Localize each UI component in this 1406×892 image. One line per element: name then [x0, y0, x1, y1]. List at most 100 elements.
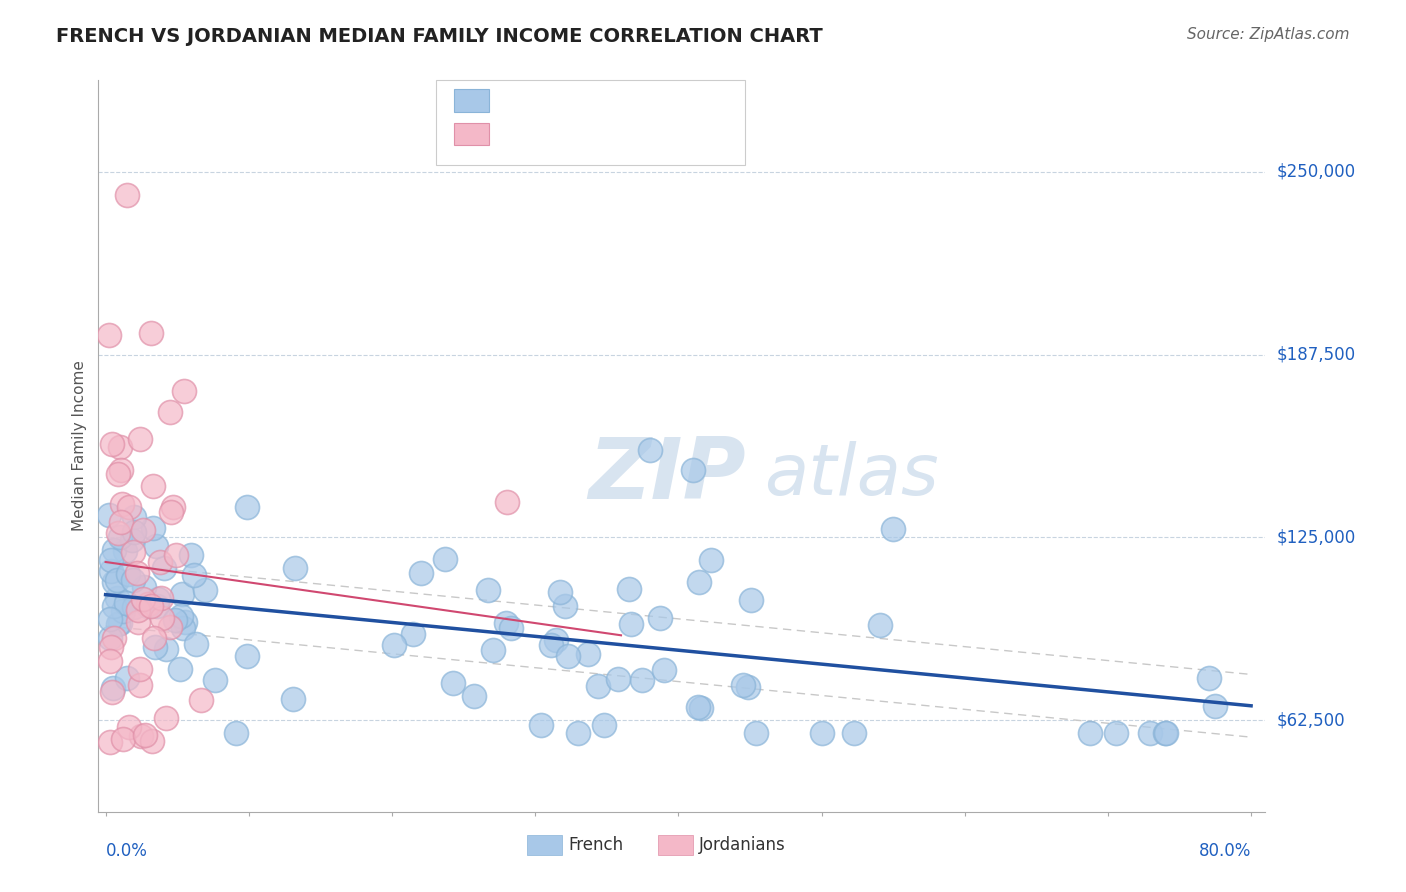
- Point: [162, 500, 184, 514]
- Point: [98, 735, 121, 749]
- Point: [115, 595, 138, 609]
- Point: [434, 552, 457, 566]
- Point: [100, 640, 122, 655]
- Point: [682, 463, 704, 477]
- Point: [146, 599, 169, 613]
- Point: [236, 648, 259, 663]
- Point: [146, 592, 169, 607]
- Point: [100, 552, 122, 566]
- Point: [132, 523, 155, 537]
- Point: [194, 582, 217, 597]
- Point: [592, 718, 614, 732]
- Point: [103, 542, 125, 557]
- Point: [842, 726, 865, 740]
- Text: French: French: [568, 836, 623, 854]
- Point: [98, 631, 121, 645]
- Point: [110, 515, 132, 529]
- Point: [131, 730, 153, 744]
- Point: [1105, 726, 1128, 740]
- Point: [129, 662, 152, 676]
- Point: [225, 726, 247, 740]
- Point: [122, 509, 145, 524]
- Text: FRENCH VS JORDANIAN MEDIAN FAMILY INCOME CORRELATION CHART: FRENCH VS JORDANIAN MEDIAN FAMILY INCOME…: [56, 27, 823, 45]
- Point: [134, 728, 156, 742]
- Point: [530, 718, 553, 732]
- Point: [477, 582, 499, 597]
- Point: [745, 726, 768, 740]
- Point: [648, 610, 671, 624]
- Point: [127, 566, 149, 580]
- Point: [617, 582, 640, 596]
- Point: [382, 638, 405, 652]
- Point: [108, 530, 131, 544]
- Point: [586, 679, 609, 693]
- Point: [284, 561, 307, 575]
- Point: [557, 649, 579, 664]
- Point: [540, 638, 562, 652]
- Point: [118, 500, 141, 514]
- Point: [127, 615, 149, 630]
- Point: [103, 681, 125, 695]
- Point: [142, 479, 165, 493]
- Point: [112, 604, 135, 618]
- Point: [163, 614, 186, 628]
- Point: [499, 621, 522, 635]
- Point: [150, 611, 173, 625]
- Point: [700, 553, 723, 567]
- Point: [139, 599, 162, 613]
- Point: [132, 580, 155, 594]
- Point: [143, 640, 166, 655]
- Point: [98, 327, 121, 342]
- Point: [402, 627, 425, 641]
- Point: [105, 573, 128, 587]
- Text: ZIP: ZIP: [589, 434, 747, 516]
- Point: [1198, 671, 1220, 685]
- Point: [620, 616, 643, 631]
- Text: 0.0%: 0.0%: [105, 842, 148, 860]
- Text: $62,500: $62,500: [1277, 711, 1346, 730]
- Point: [482, 642, 505, 657]
- Point: [101, 437, 124, 451]
- Point: [100, 612, 122, 626]
- Point: [638, 442, 661, 457]
- Text: $187,500: $187,500: [1277, 345, 1355, 364]
- Point: [567, 726, 589, 740]
- Point: [136, 599, 159, 613]
- Point: [155, 642, 177, 657]
- Point: [170, 586, 193, 600]
- Point: [652, 663, 675, 677]
- Point: [145, 539, 167, 553]
- Point: [1139, 726, 1161, 740]
- Point: [731, 678, 754, 692]
- Point: [882, 522, 904, 536]
- Point: [115, 188, 138, 202]
- Point: [142, 631, 165, 645]
- Point: [159, 505, 181, 519]
- Point: [606, 672, 628, 686]
- Point: [1204, 698, 1226, 713]
- Point: [115, 671, 138, 685]
- Point: [159, 620, 181, 634]
- Point: [103, 574, 125, 589]
- Point: [98, 654, 121, 668]
- Point: [1078, 726, 1101, 740]
- Point: [1154, 726, 1177, 740]
- Point: [121, 573, 143, 587]
- Point: [101, 685, 124, 699]
- Point: [690, 701, 713, 715]
- Point: [576, 647, 599, 661]
- Text: R = -0.465   N = 97: R = -0.465 N = 97: [499, 92, 662, 110]
- Point: [869, 618, 891, 632]
- Point: [136, 599, 159, 613]
- Point: [737, 681, 759, 695]
- Point: [631, 673, 654, 688]
- Point: [105, 591, 128, 605]
- Point: [165, 548, 187, 562]
- Point: [544, 632, 567, 647]
- Point: [127, 603, 149, 617]
- Point: [129, 677, 152, 691]
- Point: [117, 566, 139, 581]
- Point: [184, 637, 207, 651]
- Point: [155, 711, 177, 725]
- Point: [548, 585, 571, 599]
